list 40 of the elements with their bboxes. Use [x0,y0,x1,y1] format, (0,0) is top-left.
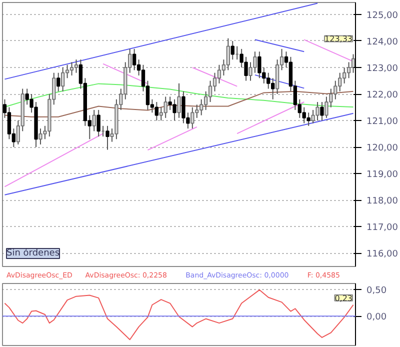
candlestick [258,51,262,79]
candlestick [74,59,78,74]
candlestick [230,40,234,60]
candlestick [7,106,12,140]
candlestick [351,54,356,74]
candlestick [226,38,230,71]
y-tick-label: 118,00 [366,196,398,207]
annotation: Sin órdenes [6,248,60,258]
candlestick [346,62,351,79]
y-tick-label: 120,00 [366,144,398,154]
y-tick-label: 123,00 [366,64,398,74]
y-tick-label: 125,00 [366,10,398,21]
candlestick [92,109,96,132]
candlestick [270,78,275,100]
candlestick [56,72,60,92]
annotation: 123,33 [324,34,353,44]
candlestick [208,80,212,102]
y-tick-label: 124,00 [366,37,398,48]
y-tick-label: 121,00 [366,117,398,128]
candlestick [217,64,222,84]
y-tick-label: 0,50 [366,286,387,296]
candlestick [132,48,136,71]
y-tick-label: 122,00 [366,90,398,101]
y-tick-label: 119,00 [366,170,398,180]
y-tick-label: 117,00 [366,223,398,234]
candlestick [275,59,280,95]
y-tick-label: 116,00 [366,250,398,260]
line-series [4,289,354,340]
y-tick-label: 0,00 [366,312,387,323]
candlestick [96,109,100,137]
candlestick [106,125,110,150]
candlestick [320,101,324,122]
candlestick [190,106,194,130]
candlestick [164,96,168,118]
candlestick [342,67,346,84]
candlestick [60,67,65,92]
candlestick [154,101,158,122]
candlestick [177,82,181,118]
candlestick [70,62,74,76]
candlestick [306,112,310,126]
